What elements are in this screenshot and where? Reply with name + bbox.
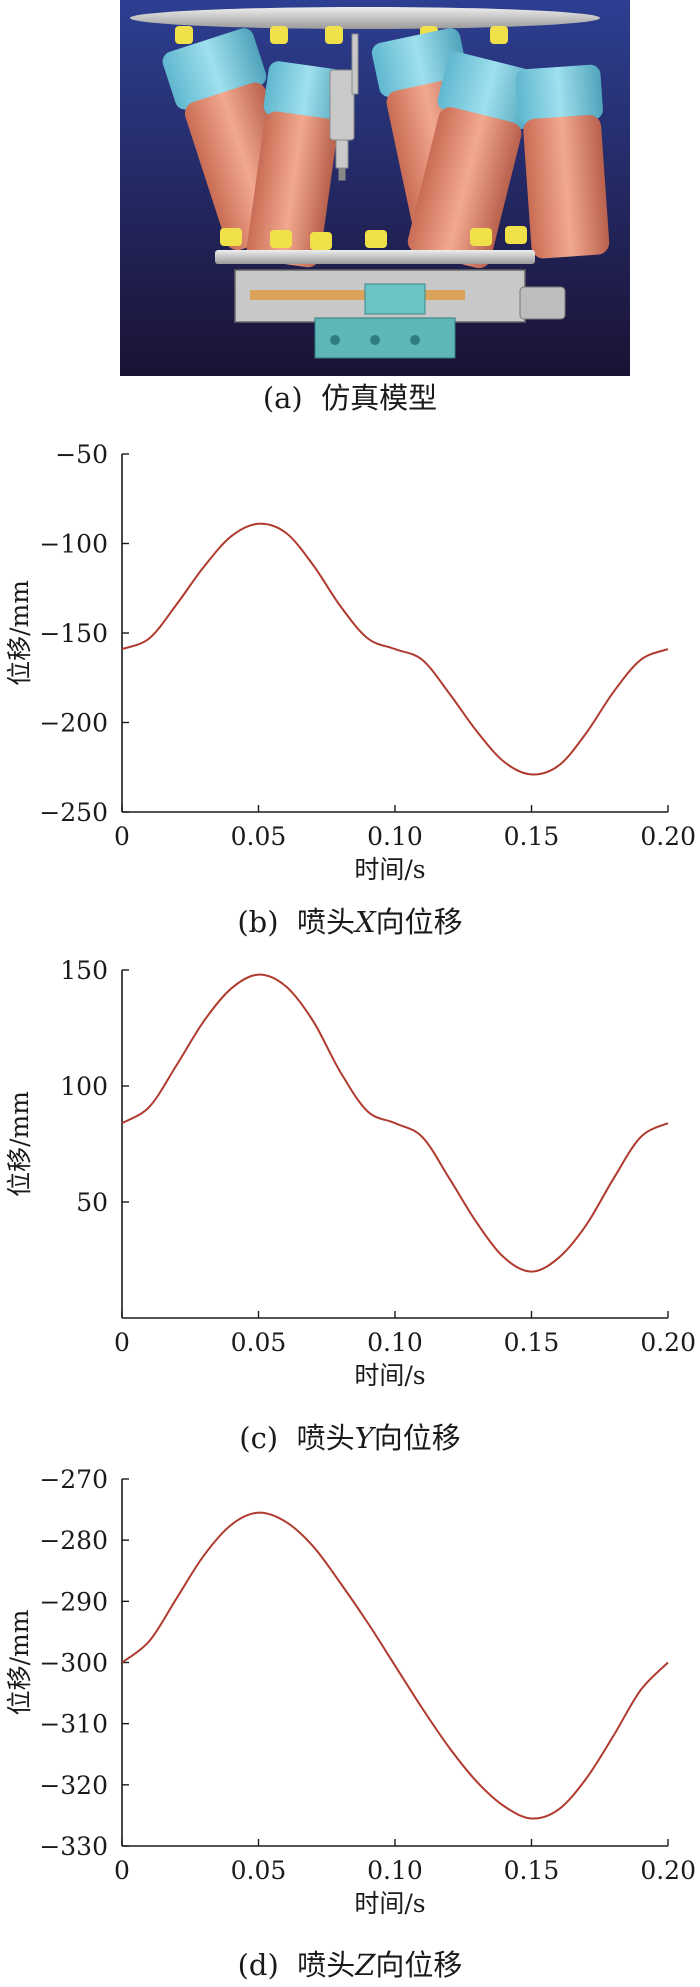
y-tick-label-z: −290: [39, 1587, 108, 1616]
simulation-model-image: [120, 0, 630, 376]
base-carriage: [234, 269, 566, 359]
x-tick-label-x: 0: [114, 822, 130, 851]
y-tick-label-x: −50: [55, 440, 108, 469]
x-tick-label-z: 0: [114, 1856, 130, 1885]
series-line-y-0: [121, 973, 669, 1273]
x-tick-label-x: 0.20: [640, 822, 696, 851]
y-axis-title-z: 位移/mm: [5, 1609, 34, 1715]
parallel-robot-illustration: [120, 0, 630, 376]
chart-x-caption-prefix: (b): [237, 905, 279, 939]
y-axis-title-x: 位移/mm: [5, 580, 34, 686]
x-tick-label-y: 0: [114, 1328, 130, 1357]
y-tick-label-y: 50: [76, 1188, 108, 1217]
x-axis-title-y: 时间/s: [354, 1361, 425, 1390]
chart-x-caption-post: 向位移: [375, 905, 463, 939]
y-tick-label-z: −280: [39, 1526, 108, 1555]
chart-y-caption-prefix: (c): [239, 1421, 279, 1455]
x-tick-label-z: 0.05: [231, 1856, 287, 1885]
y-tick-label-x: −100: [39, 530, 108, 559]
x-tick-label-x: 0.05: [231, 822, 287, 851]
x-tick-label-x: 0.10: [367, 822, 423, 851]
y-tick-label-z: −330: [39, 1832, 108, 1861]
chart-x-caption-pre: 喷头: [296, 905, 355, 939]
x-tick-label-y: 0.10: [367, 1328, 423, 1357]
y-tick-label-z: −300: [39, 1649, 108, 1678]
series-line-x-0: [121, 522, 669, 776]
chart-x-caption-axis: X: [354, 905, 376, 939]
chart-y-caption-axis: Y: [354, 1421, 374, 1455]
y-tick-label-z: −310: [39, 1710, 108, 1739]
model-caption-prefix: (a): [262, 381, 303, 415]
moving-platform: [215, 250, 535, 264]
top-joints: [175, 26, 508, 44]
chart-z-caption-post: 向位移: [375, 1948, 463, 1982]
chart-x-caption: (b) 喷头X向位移: [0, 905, 700, 939]
x-axis-title-z: 时间/s: [354, 1889, 425, 1918]
series-line-z-0: [121, 1511, 669, 1820]
chart-y-caption-post: 向位移: [373, 1421, 461, 1455]
top-plate: [130, 7, 600, 29]
y-tick-label-z: −270: [39, 1465, 108, 1494]
chart-z-caption-pre: 喷头: [297, 1948, 356, 1982]
nozzle: [329, 33, 359, 181]
x-tick-label-y: 0.15: [504, 1328, 560, 1357]
model-caption: (a) 仿真模型: [0, 381, 700, 415]
y-tick-label-x: −200: [39, 709, 108, 738]
chart-z-caption-axis: Z: [355, 1948, 376, 1982]
chart-y-caption: (c) 喷头Y向位移: [0, 1421, 700, 1455]
chart-z-caption-prefix: (d): [237, 1948, 279, 1982]
y-axis-title-y: 位移/mm: [5, 1091, 34, 1197]
x-axis-title-x: 时间/s: [354, 855, 425, 884]
x-tick-label-z: 0.20: [640, 1856, 696, 1885]
chart-y-displacement: 150 100 50 0 0.05 0.10 0.15 0.20 时间/s 位移/mm: [5, 956, 696, 1390]
chart-z-caption: (d) 喷头Z向位移: [0, 1948, 700, 1982]
y-tick-label-y: 100: [60, 1072, 108, 1101]
bottom-joints: [220, 226, 527, 250]
x-tick-label-y: 0.20: [640, 1328, 696, 1357]
x-tick-label-z: 0.10: [367, 1856, 423, 1885]
x-tick-label-x: 0.15: [504, 822, 560, 851]
x-tick-label-z: 0.15: [504, 1856, 560, 1885]
y-tick-label-x: −250: [39, 798, 108, 827]
x-tick-label-y: 0.05: [231, 1328, 287, 1357]
chart-y-caption-pre: 喷头: [296, 1421, 355, 1455]
y-tick-label-x: −150: [39, 619, 108, 648]
y-tick-label-z: −320: [39, 1771, 108, 1800]
actuator-legs: [162, 28, 610, 269]
y-tick-label-y: 150: [60, 956, 108, 985]
model-caption-text: 仿真模型: [321, 381, 438, 415]
